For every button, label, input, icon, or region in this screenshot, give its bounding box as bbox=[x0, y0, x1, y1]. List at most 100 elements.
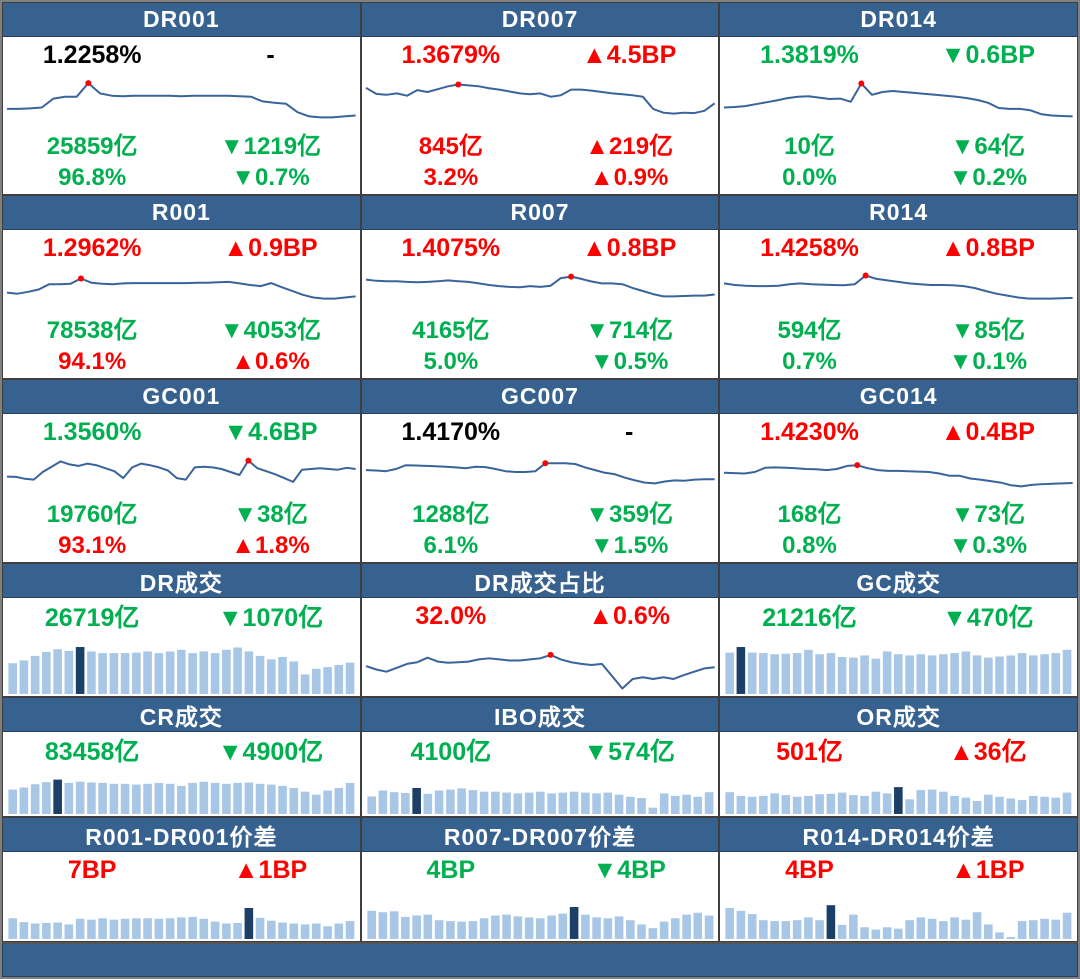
panel-r007-dr007-spread: R007-DR007价差 4BP ▼4BP bbox=[360, 817, 720, 942]
value: 83458亿 bbox=[44, 738, 140, 766]
panel-header-r007-dr007-spread: R007-DR007价差 bbox=[361, 818, 719, 852]
pct-row: 96.8% ▼0.7% bbox=[3, 161, 360, 194]
sparkline-chart bbox=[362, 73, 719, 126]
pct-value: 6.1% bbox=[423, 531, 479, 559]
volume-row: 594亿 ▼85亿 bbox=[720, 310, 1077, 345]
panel-header-dr014: DR014 bbox=[720, 3, 1077, 37]
rate-change: - bbox=[624, 417, 634, 446]
panel-r001-dr001-spread: R001-DR001价差 7BP ▲1BP bbox=[2, 817, 361, 942]
panel-title: R014 bbox=[869, 199, 929, 225]
value: 4100亿 bbox=[410, 738, 492, 766]
rate-value: 1.3560% bbox=[42, 417, 142, 446]
pct-value: 96.8% bbox=[58, 163, 127, 191]
panel-header-dr007: DR007 bbox=[361, 3, 719, 37]
volume-change: ▼4053亿 bbox=[219, 317, 322, 344]
volume-row: 845亿 ▲219亿 bbox=[362, 126, 719, 161]
value-change: ▲1BP bbox=[233, 855, 308, 884]
panel-r014: R014 1.4258% ▲0.8BP 594亿 ▼85亿 0.7% ▼0.1% bbox=[719, 195, 1078, 379]
volume-value: 78538亿 bbox=[46, 317, 138, 344]
panel-header-r014-dr014-spread: R014-DR014价差 bbox=[720, 818, 1077, 852]
value: 7BP bbox=[67, 855, 117, 884]
value-row: 26719亿 ▼1070亿 bbox=[3, 598, 360, 634]
panel-gc001: GC001 1.3560% ▼4.6BP 19760亿 ▼38亿 93.1% ▲… bbox=[2, 379, 361, 563]
sparkline-chart bbox=[3, 450, 360, 494]
panel-header-gc001: GC001 bbox=[3, 380, 360, 414]
rate-change: ▲0.4BP bbox=[940, 417, 1035, 446]
volume-row: 25859亿 ▼1219亿 bbox=[3, 126, 360, 161]
rate-value: 1.2258% bbox=[42, 40, 142, 69]
panel-title: IBO成交 bbox=[494, 703, 586, 730]
panel-dr-volume-share: DR成交占比 32.0% ▲0.6% bbox=[360, 563, 720, 697]
volume-row: 4165亿 ▼714亿 bbox=[362, 310, 719, 345]
value-row: 4BP ▲1BP bbox=[720, 852, 1077, 888]
panel-gc-volume: GC成交 21216亿 ▼470亿 bbox=[719, 563, 1078, 697]
rate-change: - bbox=[266, 40, 275, 69]
panel-dr001: DR001 1.2258% - 25859亿 ▼1219亿 96.8% ▼0.7… bbox=[2, 2, 361, 195]
pct-row: 0.8% ▼0.3% bbox=[720, 529, 1077, 562]
volume-value: 4165亿 bbox=[412, 317, 490, 344]
pct-change: ▲0.9% bbox=[589, 163, 669, 191]
value: 32.0% bbox=[415, 601, 487, 630]
panel-ibo-volume: IBO成交 4100亿 ▼574亿 bbox=[360, 697, 720, 817]
pct-row: 5.0% ▼0.5% bbox=[362, 345, 719, 378]
volume-change: ▼1219亿 bbox=[219, 133, 322, 160]
sparkline-chart bbox=[362, 634, 719, 696]
pct-value: 0.7% bbox=[782, 347, 837, 375]
rate-value: 1.4170% bbox=[401, 417, 501, 446]
rate-change: ▲0.9BP bbox=[223, 233, 318, 262]
panel-title: GC007 bbox=[501, 383, 579, 409]
value: 26719亿 bbox=[44, 604, 140, 632]
value-row: 4100亿 ▼574亿 bbox=[362, 732, 719, 768]
bar-chart bbox=[720, 634, 1077, 696]
rate-row: 1.3679% ▲4.5BP bbox=[362, 37, 719, 73]
volume-change: ▼714亿 bbox=[585, 317, 674, 344]
bar-chart bbox=[3, 888, 360, 941]
rate-value: 1.4075% bbox=[401, 233, 501, 262]
volume-row: 1288亿 ▼359亿 bbox=[362, 494, 719, 529]
volume-value: 19760亿 bbox=[46, 501, 138, 528]
panel-header-gc007: GC007 bbox=[361, 380, 719, 414]
panel-title: DR成交占比 bbox=[474, 569, 606, 596]
panel-header-dr001: DR001 bbox=[3, 3, 360, 37]
panel-dr007: DR007 1.3679% ▲4.5BP 845亿 ▲219亿 3.2% ▲0.… bbox=[360, 2, 720, 195]
volume-row: 78538亿 ▼4053亿 bbox=[3, 310, 360, 345]
pct-row: 94.1% ▲0.6% bbox=[3, 345, 360, 378]
value-row: 83458亿 ▼4900亿 bbox=[3, 732, 360, 768]
sparkline-chart bbox=[362, 266, 719, 310]
bottom-bar bbox=[2, 942, 1078, 977]
volume-change: ▼64亿 bbox=[950, 133, 1026, 160]
panel-title: GC014 bbox=[859, 383, 938, 409]
pct-change: ▼0.7% bbox=[231, 163, 310, 191]
volume-change: ▼85亿 bbox=[950, 317, 1026, 344]
value-change: ▲36亿 bbox=[949, 738, 1027, 766]
volume-value: 594亿 bbox=[777, 317, 842, 344]
pct-row: 6.1% ▼1.5% bbox=[362, 529, 719, 562]
panel-title: DR007 bbox=[501, 6, 579, 32]
rate-row: 1.4170% - bbox=[362, 414, 719, 450]
bar-chart bbox=[362, 768, 719, 816]
pct-value: 5.0% bbox=[423, 347, 479, 375]
pct-change: ▼0.1% bbox=[948, 347, 1028, 375]
value-change: ▲1BP bbox=[951, 855, 1025, 884]
value-change: ▼4BP bbox=[592, 855, 666, 884]
rate-change: ▼4.6BP bbox=[223, 417, 318, 446]
panel-title: R014-DR014价差 bbox=[802, 823, 995, 850]
value: 4BP bbox=[785, 855, 834, 884]
value-row: 32.0% ▲0.6% bbox=[362, 598, 719, 634]
panel-title: R001-DR001价差 bbox=[85, 823, 278, 850]
rate-value: 1.4230% bbox=[760, 417, 859, 446]
rate-change: ▼0.6BP bbox=[940, 40, 1035, 69]
bar-chart bbox=[3, 634, 360, 696]
pct-change: ▼0.2% bbox=[948, 163, 1028, 191]
rate-row: 1.3819% ▼0.6BP bbox=[720, 37, 1077, 73]
panel-header-r014: R014 bbox=[720, 196, 1077, 230]
value-row: 4BP ▼4BP bbox=[362, 852, 719, 888]
value: 501亿 bbox=[776, 738, 843, 766]
value-row: 7BP ▲1BP bbox=[3, 852, 360, 888]
rate-row: 1.2258% - bbox=[3, 37, 360, 73]
volume-change: ▼359亿 bbox=[585, 501, 674, 528]
volume-change: ▲219亿 bbox=[585, 133, 674, 160]
pct-change: ▲1.8% bbox=[231, 531, 310, 559]
value-change: ▲0.6% bbox=[588, 601, 671, 630]
